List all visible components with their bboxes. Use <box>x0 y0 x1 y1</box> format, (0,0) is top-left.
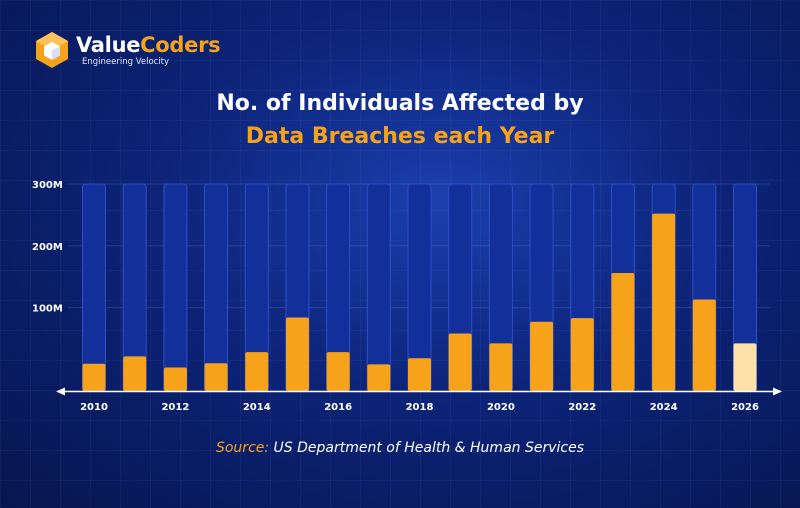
bar <box>692 299 716 391</box>
x-tick-label: 2022 <box>568 402 596 413</box>
y-tick-label: 100M <box>32 304 63 315</box>
x-tick-label: 2020 <box>487 402 515 413</box>
bar <box>733 343 757 391</box>
bar-track <box>163 183 188 392</box>
bar <box>489 343 513 391</box>
bar <box>367 364 391 391</box>
bar <box>123 356 147 391</box>
source-label: Source: <box>215 440 270 456</box>
x-tick-label: 2014 <box>243 402 271 413</box>
brand-tagline: Engineering Velocity <box>82 57 170 67</box>
bar <box>652 213 676 391</box>
bar <box>82 363 106 391</box>
bar <box>326 352 350 391</box>
x-tick-label: 2018 <box>406 402 434 413</box>
bar <box>408 358 431 391</box>
bar-track <box>204 183 229 392</box>
x-tick-label: 2026 <box>731 402 759 413</box>
x-tick-label: 2012 <box>161 402 189 413</box>
bar <box>611 272 635 391</box>
x-axis-left-arrow <box>56 387 65 396</box>
chart-title-line1: No. of Individuals Affected by <box>216 91 584 116</box>
brand-name: ValueCoders <box>76 33 221 57</box>
bar <box>204 363 228 391</box>
chart-title-line2: Data Breaches each Year <box>245 124 555 149</box>
brand-logo: ValueCoders Engineering Velocity <box>32 30 221 70</box>
bar <box>530 321 554 391</box>
x-tick-label: 2010 <box>80 402 108 413</box>
source-text: US Department of Health & Human Services <box>273 440 585 456</box>
bar <box>570 318 594 391</box>
bar <box>285 317 309 391</box>
x-tick-label: 2016 <box>324 402 352 413</box>
y-tick-label: 300M <box>32 180 63 191</box>
bar <box>245 352 269 391</box>
x-axis-right-arrow <box>773 387 782 396</box>
bar-track <box>82 183 106 392</box>
bar <box>163 367 187 391</box>
bar <box>448 333 472 391</box>
valuecoders-logo-icon <box>36 32 68 68</box>
x-tick-label: 2024 <box>650 402 678 413</box>
y-tick-label: 200M <box>32 242 63 253</box>
bar-track <box>366 183 391 392</box>
chart-source: Source: US Department of Health & Human … <box>0 440 800 456</box>
